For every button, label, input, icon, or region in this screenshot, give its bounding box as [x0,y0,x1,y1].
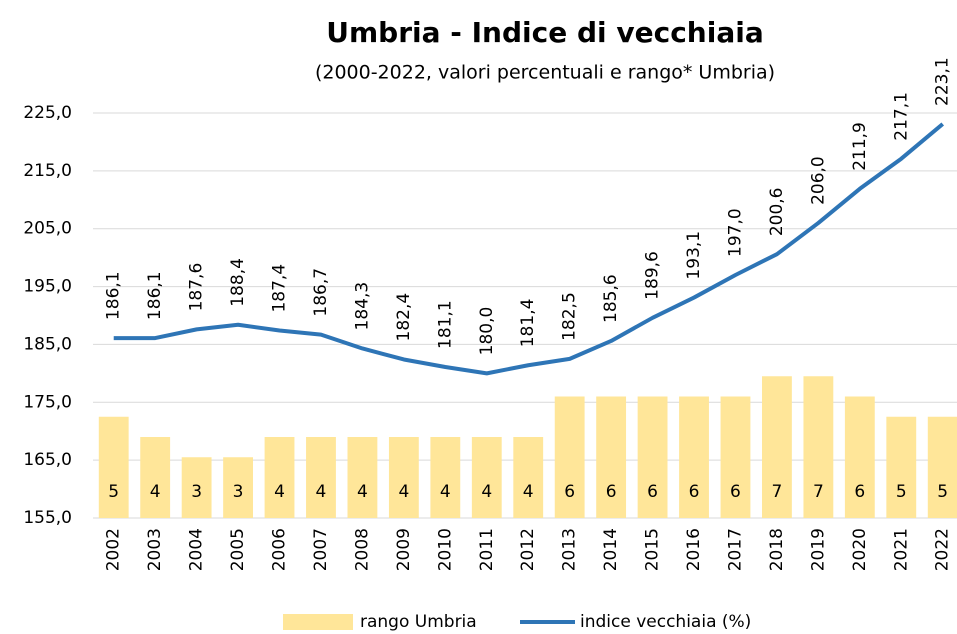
bar-label: 4 [523,482,534,502]
legend-label: rango Umbria [360,612,477,632]
data-label: 186,1 [145,271,165,320]
data-label: 217,1 [891,92,911,141]
data-label: 187,4 [270,264,290,313]
bar-label: 3 [233,482,244,502]
chart-title: Umbria - Indice di vecchiaia [326,16,763,49]
x-tick-label: 2003 [145,528,165,571]
data-label: 206,0 [808,156,828,205]
bar-label: 4 [357,482,368,502]
bar [471,437,502,518]
data-label: 182,4 [394,293,414,342]
bar-label: 4 [398,482,409,502]
bar-label: 4 [316,482,327,502]
y-tick-label: 195,0 [23,277,72,297]
bar-label: 6 [564,482,575,502]
x-tick-label: 2008 [352,528,372,571]
bar [720,396,751,518]
bar [637,396,668,518]
x-tick-label: 2015 [643,528,663,571]
y-tick-label: 225,0 [23,103,72,123]
bar-label: 3 [191,482,202,502]
x-tick-label: 2014 [601,528,621,571]
bar [554,396,585,518]
x-tick-label: 2018 [767,528,787,571]
bar [762,376,792,518]
bar-label: 4 [440,482,451,502]
data-label: 186,7 [311,268,331,317]
bar [430,437,461,518]
bar-label: 4 [481,482,492,502]
bar [679,396,709,518]
y-tick-label: 215,0 [23,161,72,181]
data-label: 197,0 [725,208,745,257]
x-tick-label: 2010 [435,528,455,571]
data-label: 180,0 [477,307,497,356]
bar [388,437,419,518]
bar-label: 5 [896,482,907,502]
bar-label: 6 [854,482,865,502]
bar-label: 6 [689,482,700,502]
legend-swatch [283,614,353,630]
bar [181,457,212,518]
chart-subtitle: (2000-2022, valori percentuali e rango* … [315,62,775,84]
bar-label: 4 [274,482,285,502]
x-tick-label: 2021 [891,528,911,571]
data-label: 188,4 [228,258,248,307]
x-tick-label: 2013 [560,528,580,571]
bar [98,416,129,518]
data-label: 189,6 [643,251,663,300]
bar [844,396,875,518]
bar [886,416,917,518]
bar [927,416,957,518]
data-label: 181,4 [518,299,538,348]
bar [140,437,171,518]
bar-label: 5 [937,482,948,502]
x-tick-label: 2004 [187,528,207,571]
bar [803,376,834,518]
y-tick-label: 155,0 [23,508,72,528]
data-label: 187,6 [187,263,207,312]
x-tick-label: 2017 [725,528,745,571]
y-tick-label: 175,0 [23,392,72,412]
bar-label: 4 [150,482,161,502]
x-tick-label: 2011 [477,528,497,571]
bar [347,437,378,518]
data-label: 185,6 [601,274,621,323]
x-tick-label: 2016 [684,528,704,571]
bar-label: 6 [606,482,617,502]
bar-label: 7 [772,482,783,502]
bar [596,396,627,518]
bar [306,437,336,518]
y-tick-label: 165,0 [23,450,72,470]
legend-label: indice vecchiaia (%) [580,612,751,632]
data-label: 200,6 [767,187,787,236]
x-tick-label: 2012 [518,528,538,571]
data-label: 193,1 [684,231,704,280]
x-tick-label: 2009 [394,528,414,571]
bar-label: 5 [108,482,119,502]
bar-label: 6 [647,482,658,502]
x-tick-label: 2007 [311,528,331,571]
data-label: 223,1 [933,57,953,106]
data-label: 211,9 [850,122,870,171]
bar [513,437,544,518]
x-tick-label: 2005 [228,528,248,571]
y-tick-label: 185,0 [23,334,72,354]
x-tick-label: 2002 [104,528,124,571]
line [113,122,945,376]
y-tick-label: 205,0 [23,219,72,239]
data-label: 181,1 [435,300,455,349]
x-tick-label: 2019 [808,528,828,571]
bar-label: 6 [730,482,741,502]
bar-label: 7 [813,482,824,502]
x-tick-label: 2022 [933,528,953,571]
x-tick-label: 2006 [270,528,290,571]
data-label: 186,1 [104,271,124,320]
bar [264,437,295,518]
data-label: 182,5 [560,292,580,341]
bar [223,457,253,518]
x-tick-label: 2020 [850,528,870,571]
data-label: 184,3 [352,282,372,331]
